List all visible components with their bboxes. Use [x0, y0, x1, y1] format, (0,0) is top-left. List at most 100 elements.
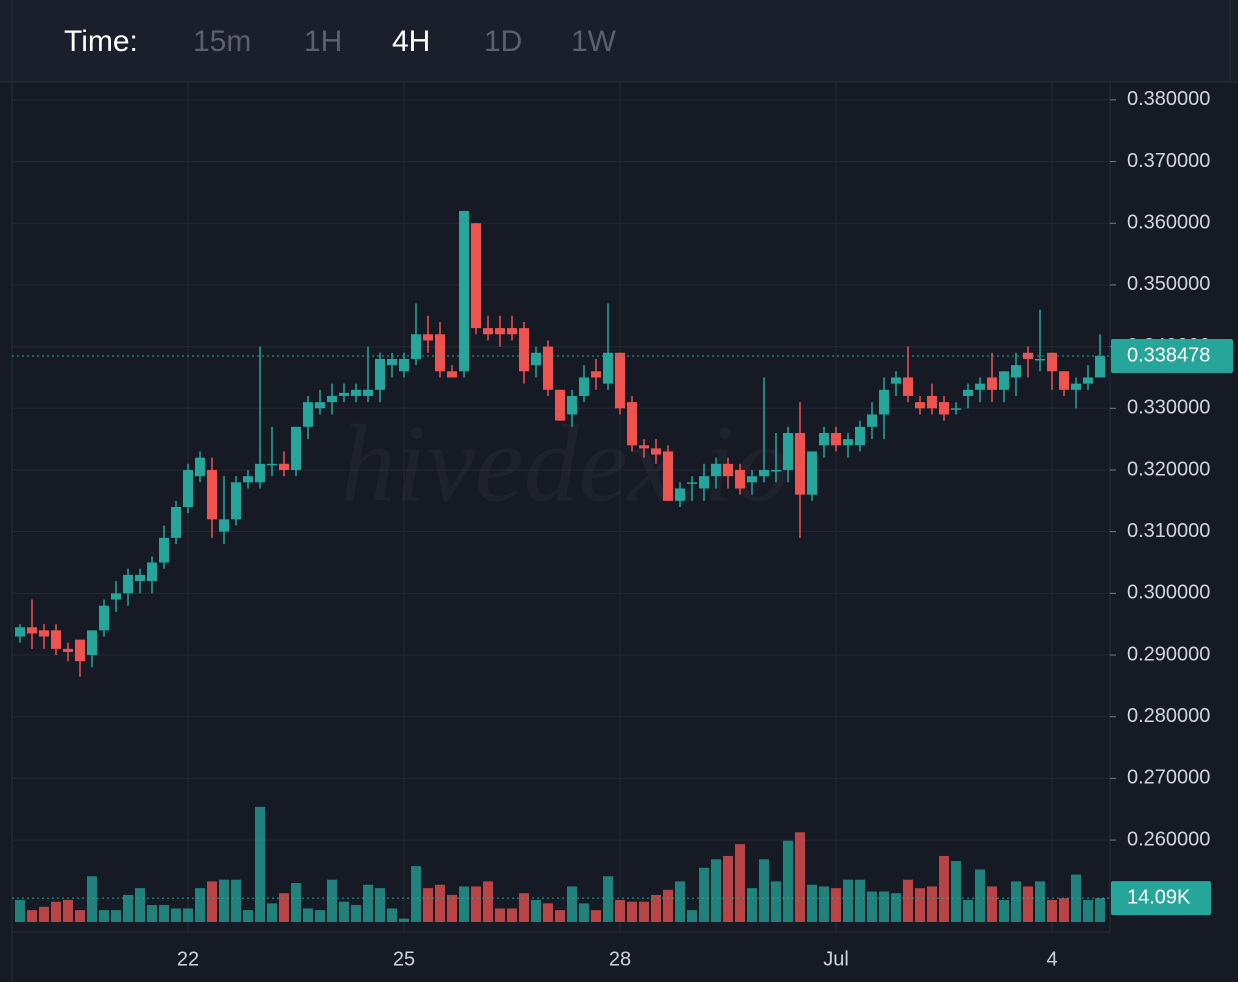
volume-bar	[15, 899, 25, 922]
volume-bar	[1035, 881, 1045, 922]
volume-bar	[279, 893, 289, 922]
candle-body	[963, 389, 973, 396]
candle-body	[171, 507, 181, 538]
volume-bar	[327, 879, 337, 922]
volume-bar	[255, 806, 265, 922]
volume-bar	[195, 888, 205, 922]
candle-body	[375, 358, 385, 390]
candle-body	[867, 414, 877, 427]
candle-body	[315, 402, 325, 409]
volume-bar	[27, 910, 37, 922]
volume-bar	[507, 908, 517, 922]
candle-body	[579, 377, 589, 396]
volume-bar	[243, 910, 253, 922]
volume-bar	[495, 908, 505, 922]
volume-bar	[747, 888, 757, 922]
candle-body	[507, 328, 517, 335]
volume-bar	[675, 881, 685, 922]
x-tick-label: 28	[609, 948, 631, 970]
candle-body	[567, 395, 577, 415]
candle-body	[747, 476, 757, 483]
candle-body	[423, 334, 433, 341]
volume-bar	[63, 899, 73, 922]
volume-bar	[207, 881, 217, 922]
candle-body	[615, 352, 625, 409]
interval-button[interactable]: 1H	[304, 25, 342, 58]
candle-body	[99, 605, 109, 631]
candle-body	[1083, 377, 1093, 384]
volume-bar	[567, 886, 577, 922]
volume-bar	[39, 906, 49, 922]
toolbar	[0, 0, 1238, 82]
candle-body	[651, 448, 661, 455]
candle-body	[939, 402, 949, 415]
volume-bar	[1023, 886, 1033, 922]
candle-body	[291, 426, 301, 470]
volume-bar	[51, 901, 61, 922]
volume-bar	[927, 886, 937, 922]
y-tick-label: 0.300000	[1127, 582, 1210, 604]
volume-bar	[423, 888, 433, 922]
volume-bar	[555, 910, 565, 922]
y-tick-label: 0.310000	[1127, 520, 1210, 542]
candle-body	[399, 358, 409, 372]
candle-body	[87, 630, 97, 656]
volume-bar	[111, 910, 121, 922]
candle-body	[915, 402, 925, 409]
candle-body	[699, 476, 709, 489]
candle-body	[771, 469, 781, 472]
candle-body	[471, 223, 481, 329]
y-tick-label: 0.370000	[1127, 150, 1210, 172]
candle-body	[147, 562, 157, 582]
volume-bar	[87, 876, 97, 922]
current-volume-label: 14.09K	[1127, 886, 1191, 908]
candle-body	[987, 377, 997, 390]
candle-body	[123, 574, 133, 594]
candle-body	[303, 402, 313, 427]
candle-body	[711, 463, 721, 477]
candle-body	[447, 371, 457, 378]
volume-bar	[603, 876, 613, 922]
y-tick-label: 0.330000	[1127, 397, 1210, 419]
candle-body	[975, 383, 985, 390]
candle-body	[339, 392, 349, 396]
candle-body	[459, 210, 469, 372]
volume-bar	[735, 844, 745, 922]
current-volume-box	[1111, 881, 1211, 916]
interval-button[interactable]: 1D	[484, 25, 522, 58]
candle-body	[999, 371, 1009, 390]
volume-bar	[459, 886, 469, 922]
volume-bar	[1059, 898, 1069, 922]
y-tick-label: 0.360000	[1127, 212, 1210, 234]
volume-bar	[759, 859, 769, 922]
volume-bar	[1047, 899, 1057, 922]
candle-body	[75, 639, 85, 662]
y-tick-label: 0.290000	[1127, 643, 1210, 665]
interval-button[interactable]: 4H	[392, 25, 430, 58]
x-tick-label: 25	[393, 948, 415, 970]
volume-bar	[339, 901, 349, 922]
volume-bar	[1083, 899, 1093, 922]
volume-bar	[351, 905, 361, 922]
volume-bar	[531, 899, 541, 922]
candle-body	[435, 334, 445, 372]
candle-body	[1011, 365, 1021, 378]
volume-bar	[99, 910, 109, 922]
interval-button[interactable]: 1W	[571, 25, 617, 58]
volume-bar	[219, 879, 229, 922]
interval-button[interactable]: 15m	[193, 25, 251, 58]
volume-bar	[267, 903, 277, 922]
volume-bar	[639, 901, 649, 922]
candle-body	[63, 648, 73, 652]
volume-bar	[123, 894, 133, 922]
candle-body	[255, 463, 265, 483]
candle-body	[1071, 383, 1081, 390]
volume-bar	[699, 867, 709, 922]
volume-bar	[807, 884, 817, 922]
volume-bar	[171, 908, 181, 922]
volume-bar	[879, 891, 889, 922]
candle-body	[675, 488, 685, 501]
candle-body	[243, 476, 253, 483]
volume-bar	[159, 905, 169, 922]
candle-body	[15, 627, 25, 637]
